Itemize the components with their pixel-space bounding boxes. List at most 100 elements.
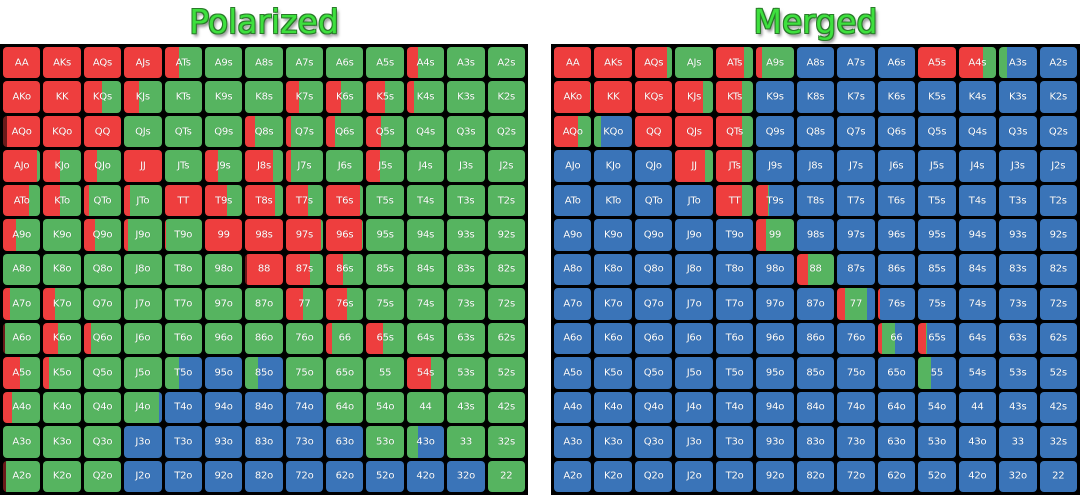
hand-cell[interactable]: K7s xyxy=(837,81,875,113)
hand-cell[interactable]: J5o xyxy=(124,357,162,389)
hand-cell[interactable]: 44 xyxy=(406,391,445,424)
hand-cell[interactable]: A4s xyxy=(958,47,997,79)
hand-cell[interactable]: 88 xyxy=(796,253,835,286)
hand-cell[interactable]: 66 xyxy=(877,322,916,355)
hand-cell[interactable]: QTs xyxy=(164,115,202,148)
hand-cell[interactable]: JJ xyxy=(675,150,713,182)
hand-cell[interactable]: 94o xyxy=(756,391,794,424)
hand-cell[interactable]: K5s xyxy=(366,81,404,113)
hand-cell[interactable]: T9o xyxy=(164,219,202,251)
hand-cell[interactable]: Q6s xyxy=(326,115,364,148)
hand-cell[interactable]: T6o xyxy=(715,322,754,355)
hand-cell[interactable]: A2o xyxy=(554,460,592,492)
hand-cell[interactable]: T3o xyxy=(715,426,754,458)
hand-cell[interactable]: 99 xyxy=(756,219,794,251)
hand-cell[interactable]: 63s xyxy=(999,322,1037,355)
hand-cell[interactable]: K3s xyxy=(999,81,1037,113)
hand-cell[interactable]: 73s xyxy=(999,288,1037,320)
hand-cell[interactable]: 42s xyxy=(1039,391,1077,424)
hand-cell[interactable]: JTo xyxy=(675,184,713,217)
hand-cell[interactable]: J4o xyxy=(124,391,162,424)
hand-cell[interactable]: 75s xyxy=(366,288,404,320)
hand-cell[interactable]: J8s xyxy=(245,150,283,182)
hand-cell[interactable]: Q2o xyxy=(634,460,673,492)
hand-cell[interactable]: A5s xyxy=(918,47,956,79)
hand-cell[interactable]: T3s xyxy=(447,184,485,217)
hand-cell[interactable]: KJo xyxy=(594,150,632,182)
hand-cell[interactable]: 43o xyxy=(958,426,997,458)
hand-cell[interactable]: 52o xyxy=(366,460,404,492)
hand-cell[interactable]: A7o xyxy=(554,288,592,320)
hand-cell[interactable]: 75o xyxy=(285,357,324,389)
hand-cell[interactable]: A6o xyxy=(554,322,592,355)
hand-cell[interactable]: J3s xyxy=(447,150,485,182)
hand-cell[interactable]: 87o xyxy=(245,288,283,320)
hand-cell[interactable]: 76o xyxy=(837,322,875,355)
hand-cell[interactable]: 87o xyxy=(796,288,835,320)
hand-cell[interactable]: 98s xyxy=(796,219,835,251)
hand-cell[interactable]: 42o xyxy=(958,460,997,492)
hand-cell[interactable]: 83o xyxy=(245,426,283,458)
hand-cell[interactable]: A3o xyxy=(3,426,41,458)
hand-cell[interactable]: 84s xyxy=(958,253,997,286)
hand-cell[interactable]: T4o xyxy=(715,391,754,424)
hand-cell[interactable]: 66 xyxy=(326,322,364,355)
hand-cell[interactable]: KK xyxy=(43,81,81,113)
hand-cell[interactable]: KTo xyxy=(43,184,81,217)
hand-cell[interactable]: A7o xyxy=(3,288,41,320)
hand-cell[interactable]: K6o xyxy=(43,322,81,355)
hand-cell[interactable]: A2o xyxy=(3,460,41,492)
hand-cell[interactable]: 42s xyxy=(487,391,525,424)
hand-cell[interactable]: 53s xyxy=(447,357,485,389)
hand-cell[interactable]: TT xyxy=(715,184,754,217)
hand-cell[interactable]: KTs xyxy=(164,81,202,113)
hand-cell[interactable]: 54o xyxy=(366,391,404,424)
hand-cell[interactable]: 75o xyxy=(837,357,875,389)
hand-cell[interactable]: T8s xyxy=(796,184,835,217)
hand-cell[interactable]: K7s xyxy=(285,81,324,113)
hand-cell[interactable]: 74o xyxy=(285,391,324,424)
hand-cell[interactable]: K6s xyxy=(877,81,916,113)
hand-cell[interactable]: T8o xyxy=(715,253,754,286)
hand-cell[interactable]: 52o xyxy=(918,460,956,492)
hand-cell[interactable]: KK xyxy=(594,81,632,113)
hand-cell[interactable]: A9o xyxy=(3,219,41,251)
hand-cell[interactable]: 85s xyxy=(366,253,404,286)
hand-cell[interactable]: A8o xyxy=(3,253,41,286)
hand-cell[interactable]: Q7s xyxy=(837,115,875,148)
hand-cell[interactable]: J7o xyxy=(675,288,713,320)
hand-cell[interactable]: T5s xyxy=(918,184,956,217)
hand-cell[interactable]: QJs xyxy=(124,115,162,148)
hand-cell[interactable]: 84o xyxy=(245,391,283,424)
hand-cell[interactable]: 65o xyxy=(326,357,364,389)
hand-cell[interactable]: J9s xyxy=(756,150,794,182)
hand-cell[interactable]: QTo xyxy=(83,184,122,217)
hand-cell[interactable]: 97s xyxy=(837,219,875,251)
hand-cell[interactable]: 54s xyxy=(406,357,445,389)
hand-cell[interactable]: T4s xyxy=(958,184,997,217)
hand-cell[interactable]: 72o xyxy=(837,460,875,492)
hand-cell[interactable]: J7s xyxy=(837,150,875,182)
hand-cell[interactable]: 22 xyxy=(1039,460,1077,492)
hand-cell[interactable]: 92s xyxy=(1039,219,1077,251)
hand-cell[interactable]: 54s xyxy=(958,357,997,389)
hand-cell[interactable]: J5s xyxy=(366,150,404,182)
hand-cell[interactable]: 86s xyxy=(326,253,364,286)
hand-cell[interactable]: T7o xyxy=(164,288,202,320)
hand-cell[interactable]: A6s xyxy=(326,47,364,79)
hand-cell[interactable]: 95o xyxy=(204,357,243,389)
hand-cell[interactable]: KTo xyxy=(594,184,632,217)
hand-cell[interactable]: 86s xyxy=(877,253,916,286)
hand-cell[interactable]: J3s xyxy=(999,150,1037,182)
hand-cell[interactable]: T9o xyxy=(715,219,754,251)
hand-cell[interactable]: K8s xyxy=(796,81,835,113)
hand-cell[interactable]: T6s xyxy=(877,184,916,217)
hand-cell[interactable]: T9s xyxy=(756,184,794,217)
hand-cell[interactable]: K2s xyxy=(487,81,525,113)
hand-cell[interactable]: 53s xyxy=(999,357,1037,389)
hand-cell[interactable]: 86o xyxy=(796,322,835,355)
hand-cell[interactable]: K6s xyxy=(326,81,364,113)
hand-cell[interactable]: 52s xyxy=(1039,357,1077,389)
hand-cell[interactable]: AKs xyxy=(594,47,632,79)
hand-cell[interactable]: 72s xyxy=(487,288,525,320)
